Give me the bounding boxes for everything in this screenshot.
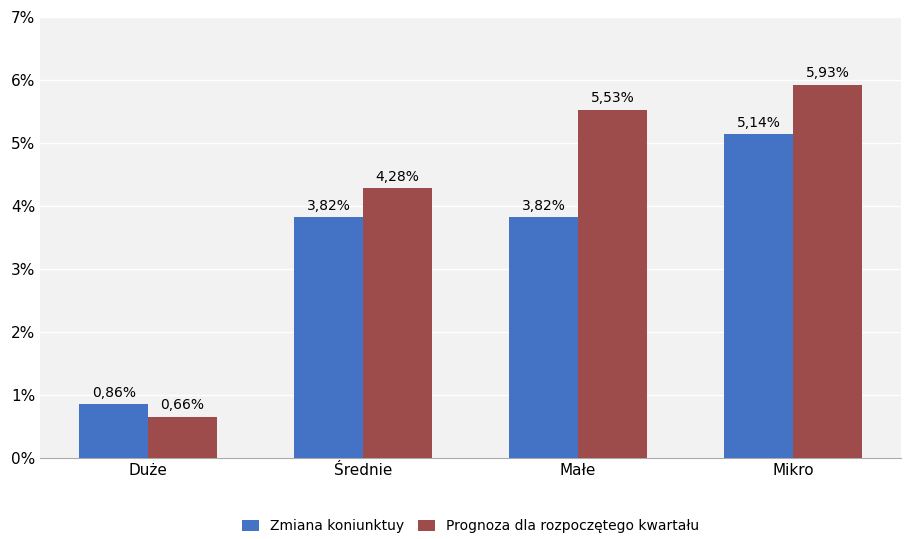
Text: 3,82%: 3,82% (306, 199, 351, 213)
Bar (148, 417, 217, 458)
Text: 5,14%: 5,14% (736, 116, 780, 130)
Text: 5,93%: 5,93% (804, 66, 848, 80)
Text: 5,53%: 5,53% (590, 91, 634, 105)
Text: 0,86%: 0,86% (92, 385, 136, 399)
Bar (508, 217, 578, 458)
Bar (578, 110, 646, 458)
Bar (294, 217, 363, 458)
Legend: Zmiana koniunktuy, Prognoza dla rozpoczętego kwartału: Zmiana koniunktuy, Prognoza dla rozpoczę… (237, 514, 704, 538)
Bar (363, 189, 432, 458)
Bar (79, 404, 148, 458)
Text: 3,82%: 3,82% (521, 199, 565, 213)
Text: 4,28%: 4,28% (375, 170, 419, 184)
Text: 0,66%: 0,66% (160, 398, 204, 412)
Bar (723, 134, 793, 458)
Bar (793, 85, 861, 458)
